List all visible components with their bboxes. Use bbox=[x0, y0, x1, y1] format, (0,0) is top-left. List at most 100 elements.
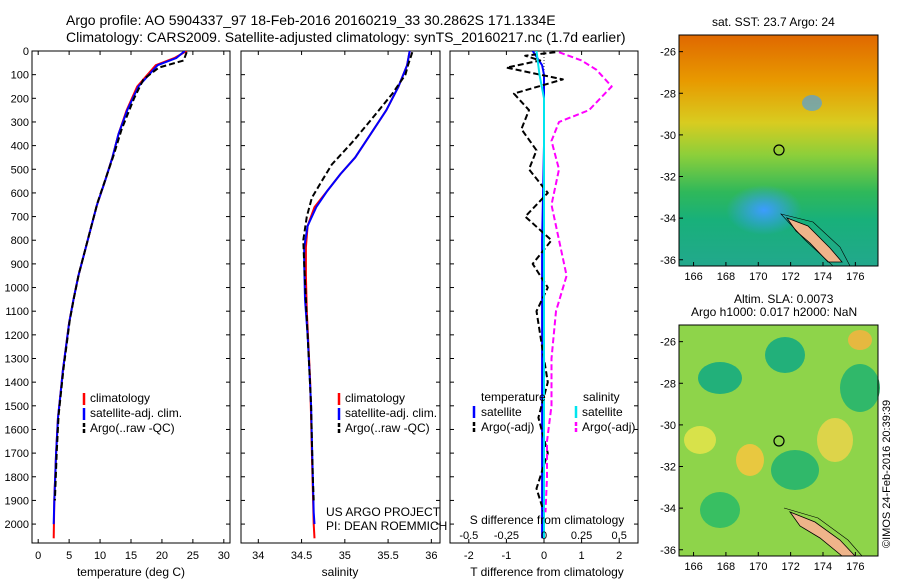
difference-top-label: S difference from climatology bbox=[470, 513, 625, 527]
sla-high-1 bbox=[684, 426, 716, 454]
map-lat-label: -26 bbox=[660, 337, 676, 349]
difference-series-temperature-satellite bbox=[531, 51, 545, 539]
map-lat-label: -28 bbox=[660, 88, 676, 100]
legend-label-satellite: satellite-adj. clim. bbox=[345, 406, 437, 420]
map-lon-label: 166 bbox=[684, 561, 702, 573]
sla-map-title-1: Altim. SLA: 0.0073 bbox=[734, 292, 834, 306]
depth-tick-label: 800 bbox=[11, 235, 29, 247]
depth-tick-label: 1300 bbox=[5, 354, 29, 366]
salinity-axes bbox=[240, 50, 441, 544]
map-lon-label: 172 bbox=[781, 271, 799, 283]
depth-tick-label: 1600 bbox=[5, 424, 29, 436]
plot-title-line-1: Argo profile: AO 5904337_97 18-Feb-2016 … bbox=[66, 12, 556, 28]
difference-xtick-label: 2 bbox=[616, 550, 622, 562]
map-lat-label: -36 bbox=[660, 255, 676, 267]
salinity-difference-tick-label: 0 bbox=[541, 530, 547, 542]
depth-tick-label: 1900 bbox=[5, 495, 29, 507]
salinity-legend: climatology satellite-adj. clim. Argo(..… bbox=[337, 391, 437, 435]
sst-map-title: sat. SST: 23.7 Argo: 24 bbox=[712, 15, 835, 29]
salinity-difference-tick-label: -0.5 bbox=[459, 530, 478, 542]
sst-cold-anomaly bbox=[726, 185, 802, 235]
sla-low-3 bbox=[840, 364, 880, 412]
sla-float-marker bbox=[773, 435, 785, 447]
difference-xtick-label: 1 bbox=[579, 550, 585, 562]
map-lon-label: 170 bbox=[749, 561, 767, 573]
copyright-credit: ©IMOS 24-Feb-2016 20:39:39 bbox=[881, 399, 893, 548]
temperature-xtick-label: 10 bbox=[94, 550, 106, 562]
temperature-series-satellite-adj-clim bbox=[52, 51, 186, 525]
difference-series-salinity-argo-adj bbox=[544, 51, 613, 513]
difference-xtick-label: -2 bbox=[464, 550, 474, 562]
temperature-xtick-label: 25 bbox=[187, 550, 199, 562]
sla-low-5 bbox=[700, 492, 740, 528]
map-lon-label: 172 bbox=[781, 561, 799, 573]
temperature-xtick-label: 5 bbox=[66, 550, 72, 562]
depth-tick-label: 200 bbox=[11, 93, 29, 105]
sla-low-4 bbox=[771, 450, 819, 490]
sla-high-2 bbox=[736, 444, 764, 476]
salinity-difference-tick-label: -0.25 bbox=[494, 530, 519, 542]
depth-tick-label: 1700 bbox=[5, 448, 29, 460]
temperature-legend: climatology satellite-adj. clim. Argo(..… bbox=[82, 391, 182, 435]
salinity-series-climatology bbox=[304, 51, 411, 539]
depth-tick-label: 700 bbox=[11, 212, 29, 224]
legend-label-satellite: satellite-adj. clim. bbox=[90, 406, 182, 420]
plot-title-line-2: Climatology: CARS2009. Satellite-adjuste… bbox=[66, 29, 626, 45]
depth-tick-label: 2000 bbox=[5, 519, 29, 531]
legend-label-temp-satellite: satellite bbox=[481, 405, 522, 419]
legend-label-argo: Argo(..raw -QC) bbox=[345, 421, 430, 435]
salinity-xtick-label: 36 bbox=[425, 550, 437, 562]
depth-tick-label: 1000 bbox=[5, 283, 29, 295]
map-lat-label: -34 bbox=[660, 213, 676, 225]
salinity-xtick-label: 34.5 bbox=[291, 550, 312, 562]
sla-high-4 bbox=[848, 330, 872, 350]
pi-label: PI: DEAN ROEMMICH bbox=[326, 519, 447, 533]
sla-low-1 bbox=[698, 362, 742, 394]
depth-tick-label: 900 bbox=[11, 259, 29, 271]
legend-label-argo: Argo(..raw -QC) bbox=[90, 421, 175, 435]
map-lat-label: -34 bbox=[660, 503, 676, 515]
map-lon-label: 176 bbox=[846, 271, 864, 283]
depth-tick-label: 1200 bbox=[5, 330, 29, 342]
depth-tick-label: 300 bbox=[11, 117, 29, 129]
depth-tick-label: 1100 bbox=[5, 306, 29, 318]
depth-tick-label: 600 bbox=[11, 188, 29, 200]
difference-xtick-label: -1 bbox=[502, 550, 512, 562]
salinity-series-satellite-adj-clim bbox=[303, 51, 411, 525]
legend-label-sal-argo: Argo(-adj) bbox=[582, 420, 635, 434]
difference-xtick-label: 0 bbox=[541, 550, 547, 562]
temperature-xtick-label: 15 bbox=[125, 550, 137, 562]
temperature-xtick-label: 30 bbox=[218, 550, 230, 562]
map-lon-label: 174 bbox=[814, 561, 832, 573]
sla-land-outline bbox=[783, 507, 863, 557]
sla-map-frame bbox=[678, 324, 879, 557]
map-lat-label: -36 bbox=[660, 545, 676, 557]
depth-tick-label: 1500 bbox=[5, 401, 29, 413]
sla-map-title-2: Argo h1000: 0.017 h2000: NaN bbox=[691, 305, 858, 319]
map-lat-label: -28 bbox=[660, 378, 676, 390]
map-lat-label: -30 bbox=[660, 420, 676, 432]
salinity-difference-tick-label: 0.25 bbox=[571, 530, 592, 542]
temperature-xlabel: temperature (deg C) bbox=[77, 565, 185, 579]
salinity-difference-tick-label: 0.5 bbox=[612, 530, 627, 542]
temperature-xtick-label: 20 bbox=[156, 550, 168, 562]
sst-map: -26 -28 -30 -32 -34 -36 166 168 170 172 174 176 bbox=[660, 34, 879, 283]
difference-xlabel: T difference from climatology bbox=[470, 565, 624, 579]
legend-label-sal-satellite: satellite bbox=[582, 405, 623, 419]
map-lon-label: 170 bbox=[749, 271, 767, 283]
legend-label-climatology: climatology bbox=[345, 391, 405, 405]
sla-high-3 bbox=[817, 418, 853, 462]
temperature-xtick-label: 0 bbox=[35, 550, 41, 562]
map-lat-label: -30 bbox=[660, 130, 676, 142]
legend-label-temp-argo: Argo(-adj) bbox=[481, 420, 534, 434]
difference-legend: temperature salinity satellite Argo(-adj… bbox=[472, 390, 635, 434]
depth-tick-label: 400 bbox=[11, 141, 29, 153]
legend-title-temperature: temperature bbox=[481, 390, 546, 404]
temperature-axes bbox=[31, 50, 231, 544]
sst-map-frame bbox=[678, 34, 879, 267]
salinity-series-argo-raw-qc bbox=[302, 51, 414, 501]
difference-series-salinity-satellite bbox=[535, 51, 545, 539]
depth-tick-label: 0 bbox=[23, 46, 29, 58]
temperature-series-argo-raw-qc bbox=[53, 51, 188, 501]
